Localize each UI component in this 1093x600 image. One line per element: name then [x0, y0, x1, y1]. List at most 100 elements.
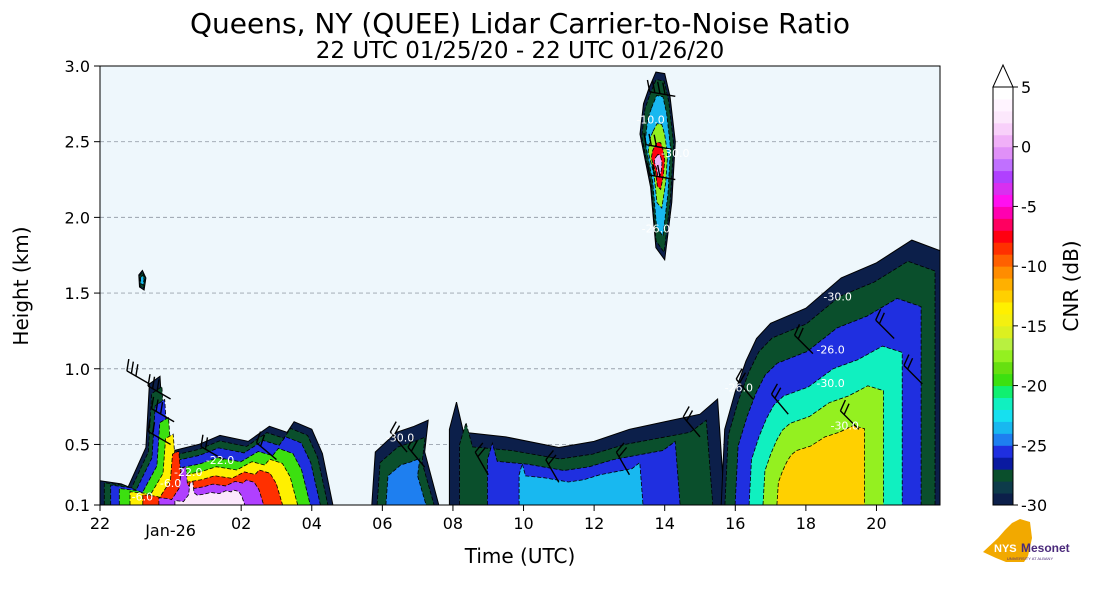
barb-shaft	[682, 416, 701, 438]
colorbar-segment	[993, 146, 1013, 160]
barb-flag	[682, 406, 690, 418]
colorbar-segment	[993, 170, 1013, 184]
colorbar-segment	[993, 290, 1013, 303]
barb-shaft	[903, 365, 923, 385]
barb-flag	[259, 434, 266, 447]
barb-flag	[653, 134, 658, 147]
barb-flag	[686, 410, 694, 422]
plot-frame	[99, 65, 941, 506]
x-tick-label: 10	[513, 514, 533, 533]
colorbar-segment	[993, 313, 1013, 327]
barb-shaft	[875, 319, 895, 339]
barb-flag	[797, 327, 804, 340]
chart-title: Queens, NY (QUEE) Lidar Carrier-to-Noise…	[190, 7, 850, 40]
barb-flag	[646, 163, 651, 176]
barb-flag	[651, 164, 656, 177]
colorbar-tick-label: -5	[1021, 197, 1037, 216]
barb-flag	[875, 308, 882, 321]
x-tick-label: 12	[584, 514, 604, 533]
x-tick-label: 22	[90, 514, 110, 533]
barb-flag	[615, 442, 625, 453]
y-axis-label: Height (km)	[9, 226, 33, 345]
wind-barb	[682, 406, 701, 438]
contour-label: -30.0	[386, 431, 414, 444]
colorbar-segment	[993, 433, 1013, 446]
colorbar-segment	[993, 87, 1013, 100]
colorbar-segment	[993, 325, 1013, 339]
barb-flag	[643, 132, 647, 145]
barb-flag	[407, 436, 415, 448]
cnr-band	[776, 425, 865, 505]
colorbar-label: CNR (dB)	[1059, 240, 1083, 331]
barb-flag	[130, 361, 135, 374]
colorbar-segment	[993, 361, 1013, 375]
barb-flag	[474, 442, 484, 453]
logo-text-university: UNIVERSITY AT ALBANY	[1007, 556, 1054, 561]
barb-flag	[155, 399, 159, 412]
barb-flag	[735, 368, 743, 380]
barb-flag	[662, 82, 666, 95]
colorbar-segment	[993, 469, 1013, 482]
colorbar-extend-arrow	[992, 63, 1014, 88]
wind-barb	[147, 374, 171, 400]
contour-label: -30.0	[661, 147, 689, 160]
wind-barb	[646, 79, 676, 97]
x-tick-label: 20	[866, 514, 886, 533]
barb-flag	[651, 80, 656, 93]
wind-barb	[643, 132, 672, 150]
colorbar: 5 0 -5 -10 -15 -20 -25 -30	[992, 63, 1047, 515]
barb-shaft	[147, 430, 171, 446]
barb-flag	[903, 354, 910, 366]
barb-flag	[135, 364, 139, 377]
wind-barb	[200, 434, 224, 461]
barb-shaft	[126, 370, 150, 385]
y-tick-label: 1.0	[65, 360, 90, 379]
colorbar-segment	[993, 218, 1013, 231]
cloud-region	[448, 397, 726, 505]
colorbar-tick-label: 0	[1021, 138, 1031, 157]
wind-barb	[793, 324, 814, 355]
colorbar-segment	[993, 122, 1013, 136]
wind-barb	[903, 354, 923, 385]
barb-shaft	[256, 442, 277, 461]
contour-labels: -6.0-6.0-22.0-22.0-30.0-10.0-30.0-26.0-2…	[132, 114, 859, 504]
nys-mesonet-logo: NYS Mesonet UNIVERSITY AT ALBANY	[983, 519, 1070, 562]
contour-label: -10.0	[636, 114, 664, 127]
y-tick-label: 2.0	[65, 208, 90, 227]
barb-flag	[618, 446, 628, 458]
barb-shaft	[839, 410, 860, 430]
barb-shaft	[794, 334, 814, 355]
colorbar-frame	[992, 86, 1014, 506]
contour-label: -22.0	[206, 454, 234, 467]
y-tick-label: 0.5	[65, 435, 90, 454]
barb-flag	[793, 324, 801, 336]
colorbar-segment	[993, 206, 1013, 219]
barb-shaft	[389, 431, 408, 453]
colorbar-tick-label: 5	[1021, 78, 1031, 97]
cloud-region	[138, 269, 147, 291]
barb-flag	[646, 79, 651, 92]
colorbar-segment	[993, 337, 1013, 351]
cnr-band	[385, 457, 427, 505]
cnr-band	[518, 461, 644, 505]
colorbar-segment	[993, 481, 1013, 494]
barb-shaft	[770, 393, 789, 415]
x-date-label: Jan-26	[144, 521, 196, 540]
plot-area: -6.0-6.0-22.0-22.0-30.0-10.0-30.0-26.0-2…	[99, 65, 941, 506]
x-tick-label: 14	[655, 514, 675, 533]
wind-barbs	[126, 79, 923, 483]
colorbar-segment	[993, 242, 1013, 255]
colorbar-tick-label: -10	[1021, 257, 1047, 276]
x-tick-label: 18	[796, 514, 816, 533]
contour-label: -22.0	[174, 466, 202, 479]
colorbar-segment	[993, 182, 1013, 195]
barb-shaft	[735, 378, 754, 400]
barb-flag	[648, 133, 652, 146]
logo-text-mesonet: Mesonet	[1021, 541, 1070, 555]
colorbar-segment	[993, 254, 1013, 267]
barb-flag	[774, 387, 782, 399]
wind-barb	[389, 421, 408, 453]
barb-flag	[151, 422, 156, 435]
contour-label: -30.0	[830, 419, 858, 432]
